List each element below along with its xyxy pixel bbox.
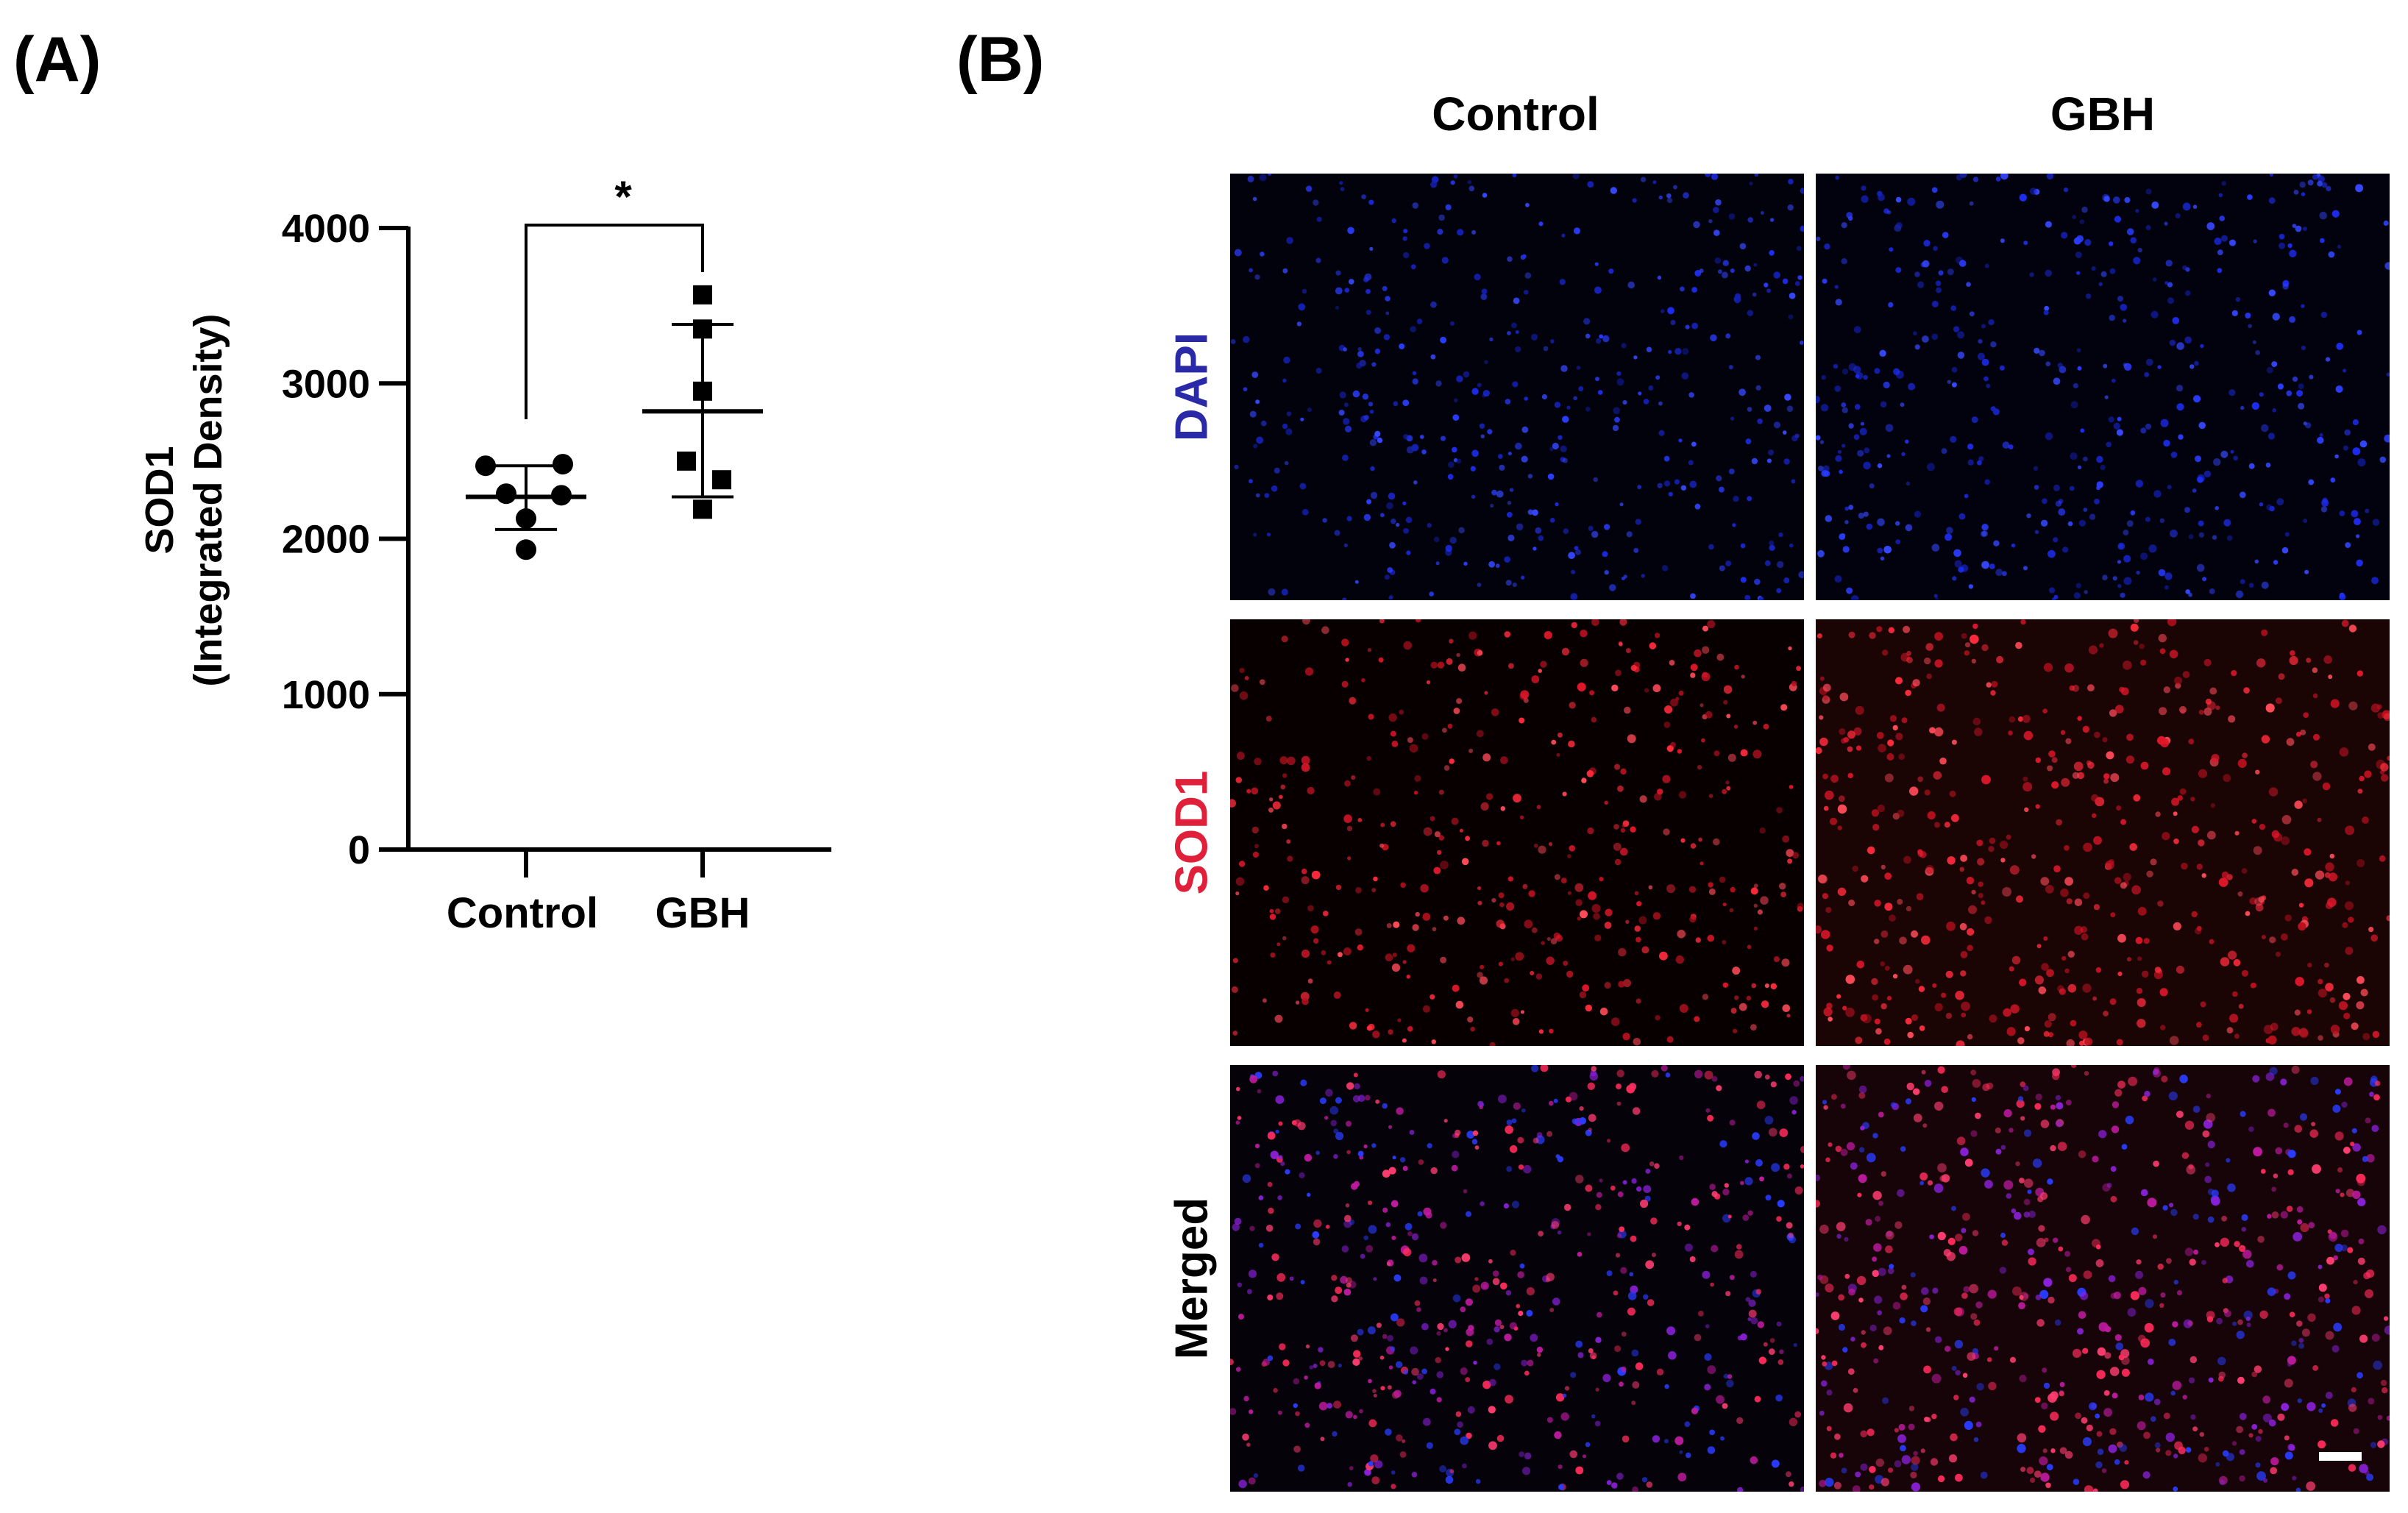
data-points bbox=[475, 285, 731, 560]
bracket-line bbox=[525, 224, 704, 419]
y-axis-label-line2: (Integrated Density) bbox=[186, 313, 230, 687]
column-header-gbh: GBH bbox=[2050, 88, 2156, 140]
y-tick-label: 4000 bbox=[282, 207, 370, 251]
scale-bar bbox=[2319, 1452, 2362, 1461]
image-sod1-control bbox=[1230, 619, 1804, 1046]
image-merged-gbh bbox=[1816, 1065, 2390, 1492]
x-ticks: Control GBH bbox=[447, 850, 750, 937]
significance-star: * bbox=[614, 172, 632, 221]
sod1-dot-plot: 0 1000 2000 3000 4000 Control GBH * bbox=[282, 172, 831, 937]
chart-axes bbox=[406, 227, 831, 852]
data-point bbox=[496, 483, 516, 505]
y-ticks: 0 1000 2000 3000 4000 bbox=[282, 207, 408, 872]
x-tick-label: Control bbox=[447, 889, 598, 937]
data-point bbox=[693, 285, 712, 305]
y-tick-label: 3000 bbox=[282, 362, 370, 406]
image-sod1-gbh bbox=[1816, 619, 2390, 1046]
y-tick-label: 0 bbox=[348, 828, 370, 872]
data-point bbox=[516, 539, 536, 560]
image-dapi-control bbox=[1230, 174, 1804, 600]
data-point bbox=[712, 470, 731, 490]
column-header-control: Control bbox=[1432, 88, 1599, 140]
row-label-merged: Merged bbox=[1166, 1197, 1218, 1360]
y-axis-label: SOD1 (Integrated Density) bbox=[118, 206, 250, 794]
mean-sd-bars bbox=[466, 322, 763, 531]
image-merged-control bbox=[1230, 1065, 1804, 1492]
y-axis-label-line1: SOD1 bbox=[138, 446, 182, 555]
panel-b-label: (B) bbox=[956, 24, 1045, 95]
data-point bbox=[677, 451, 696, 471]
y-tick-label: 1000 bbox=[282, 673, 370, 717]
panel-a-label: (A) bbox=[13, 24, 102, 95]
row-label-dapi: DAPI bbox=[1166, 332, 1218, 442]
data-point bbox=[553, 454, 573, 475]
data-point bbox=[693, 499, 712, 519]
data-point bbox=[475, 455, 496, 477]
x-tick-label: GBH bbox=[656, 889, 750, 937]
significance-bracket: * bbox=[525, 172, 704, 419]
image-dapi-gbh bbox=[1816, 174, 2390, 600]
y-tick-label: 2000 bbox=[282, 518, 370, 562]
row-label-sod1: SOD1 bbox=[1166, 770, 1218, 895]
